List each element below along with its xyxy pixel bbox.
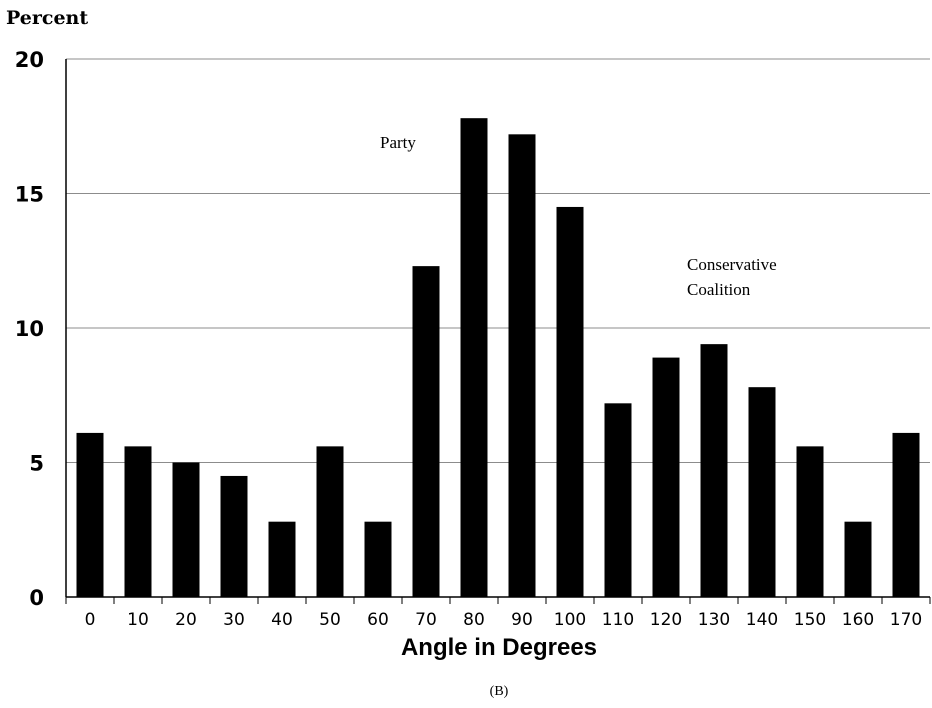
gridlines <box>66 58 930 463</box>
bar <box>220 475 248 597</box>
annotation-party: Party <box>380 133 416 152</box>
annotation-conservative: Conservative <box>687 255 777 274</box>
bar <box>124 446 152 597</box>
y-axis-label: Percent <box>6 7 88 29</box>
x-tick-label: 20 <box>175 610 197 630</box>
y-tick-label: 10 <box>15 317 44 341</box>
x-tick-label: 50 <box>319 610 341 630</box>
x-tick-label: 60 <box>367 610 389 630</box>
bar <box>892 432 920 597</box>
y-tick-label: 20 <box>15 48 44 72</box>
x-tick-label: 90 <box>511 610 533 630</box>
annotation-coalition: Coalition <box>687 280 751 299</box>
bar <box>172 462 200 597</box>
bar <box>748 387 776 597</box>
bar <box>460 118 488 598</box>
x-tick-label: 130 <box>698 610 730 630</box>
x-tick-label: 100 <box>554 610 586 630</box>
bar <box>76 432 104 597</box>
x-tick-label: 70 <box>415 610 437 630</box>
x-tick-label: 10 <box>127 610 149 630</box>
x-tick-label: 120 <box>650 610 682 630</box>
bar <box>700 344 728 597</box>
bar <box>268 521 296 597</box>
x-tick-label: 30 <box>223 610 245 630</box>
y-tick-label: 15 <box>15 183 44 207</box>
y-tick-labels: 0 5 10 15 20 <box>15 48 44 610</box>
x-axis-label: Angle in Degrees <box>401 634 597 661</box>
x-tick-label: 160 <box>842 610 874 630</box>
x-tick-label: 150 <box>794 610 826 630</box>
bar <box>412 266 440 597</box>
bar <box>316 446 344 597</box>
x-tick-label: 0 <box>85 610 96 630</box>
figure-caption: (B) <box>490 684 509 699</box>
y-tick-label: 0 <box>29 586 44 610</box>
bar <box>844 521 872 597</box>
bar <box>652 357 680 597</box>
bar <box>556 206 584 597</box>
x-tick-label: 110 <box>602 610 634 630</box>
bar <box>508 134 536 597</box>
x-tick-label: 40 <box>271 610 293 630</box>
bars <box>76 118 920 598</box>
bar <box>604 403 632 597</box>
bar <box>796 446 824 597</box>
x-tick-label: 170 <box>890 610 922 630</box>
x-tick-label: 80 <box>463 610 485 630</box>
x-tick-label: 140 <box>746 610 778 630</box>
y-tick-label: 5 <box>29 452 44 476</box>
x-axis: 0 10 20 30 40 50 60 70 80 90 100 110 120 130 140 150 160… <box>65 59 931 630</box>
bar <box>364 521 392 597</box>
